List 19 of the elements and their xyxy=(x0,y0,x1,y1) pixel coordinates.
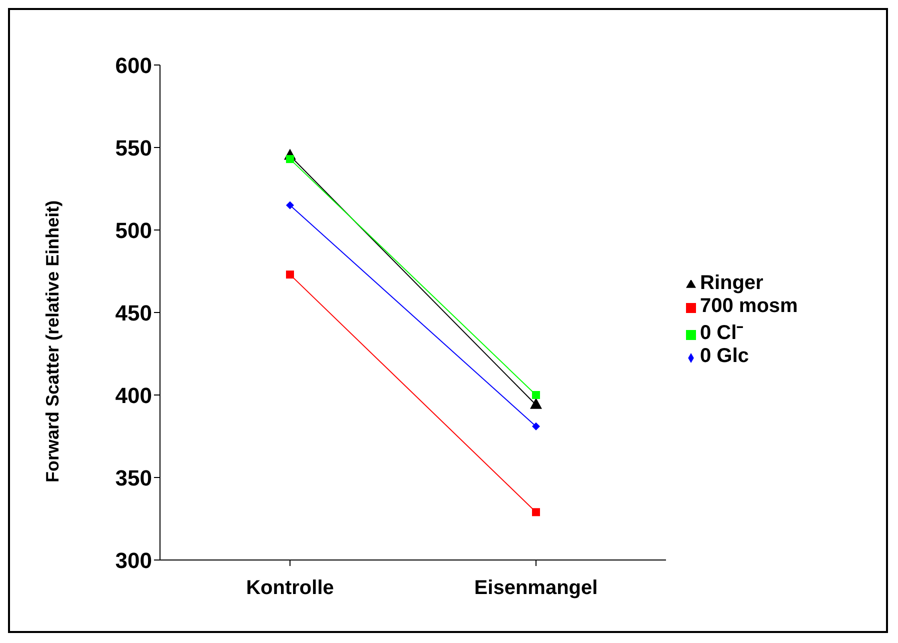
point xyxy=(532,391,540,399)
point xyxy=(532,422,540,430)
point xyxy=(532,508,540,516)
y-tick-label: 300 xyxy=(115,548,152,573)
y-tick-label: 350 xyxy=(115,465,152,490)
y-tick-label: 550 xyxy=(115,135,152,160)
legend-label: 0 Cl⁻ xyxy=(700,322,744,344)
point xyxy=(286,270,294,279)
y-tick-label: 500 xyxy=(115,218,152,243)
legend-label: 0 Glc xyxy=(700,345,749,367)
legend-label: Ringer xyxy=(700,272,764,294)
y-tick-label: 400 xyxy=(115,382,152,408)
y-tick-label: 600 xyxy=(115,52,152,78)
y-tick-label: 450 xyxy=(115,300,152,326)
point xyxy=(286,201,294,210)
x-tick-label: Eisenmangel xyxy=(474,577,598,600)
x-tick-label: Kontrolle xyxy=(246,577,334,600)
y-axis-title: Forward Scatter (relative Einheit) xyxy=(42,200,62,482)
legend-label: 700 mosm xyxy=(700,295,798,317)
